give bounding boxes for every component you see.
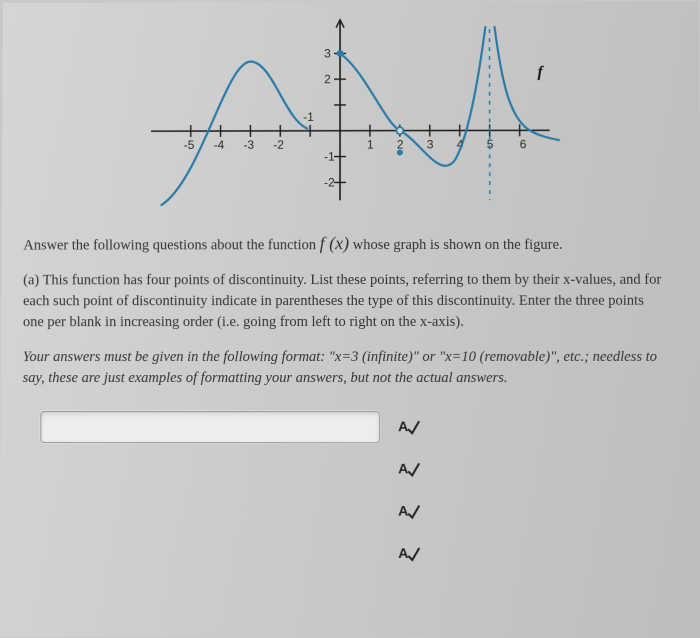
- check-icon[interactable]: A: [398, 460, 420, 478]
- answer-row-1: A: [40, 411, 663, 443]
- format-hint: Your answers must be given in the follow…: [23, 347, 664, 389]
- intro-text-a: Answer the following questions about the…: [23, 237, 319, 253]
- check-icon[interactable]: A: [398, 545, 420, 563]
- question-text: Answer the following questions about the…: [0, 230, 700, 571]
- svg-text:3: 3: [324, 46, 331, 60]
- answer-row-3: A: [40, 495, 664, 528]
- svg-text:A: A: [398, 503, 408, 519]
- svg-text:-2: -2: [324, 175, 335, 189]
- svg-text:f: f: [537, 64, 544, 81]
- svg-text:1: 1: [367, 138, 374, 152]
- svg-text:A: A: [398, 545, 408, 561]
- function-notation: f (x): [320, 233, 349, 253]
- svg-text:-1: -1: [324, 150, 335, 164]
- svg-text:6: 6: [520, 137, 527, 151]
- page-surface: -5 -4 -3 -2 -1 1 2 3 4 5 6 3 2 -1 -2: [0, 1, 700, 638]
- svg-text:3: 3: [427, 137, 434, 151]
- answer-inputs: A A A: [22, 411, 665, 570]
- svg-text:A: A: [398, 418, 408, 434]
- svg-text:2: 2: [397, 138, 404, 152]
- svg-text:-5: -5: [184, 138, 195, 152]
- svg-text:2: 2: [324, 72, 331, 86]
- answer-row-2: A: [40, 453, 664, 486]
- svg-text:A: A: [398, 460, 408, 476]
- check-icon[interactable]: A: [398, 503, 420, 521]
- svg-text:-4: -4: [214, 138, 225, 152]
- intro-text-b: whose graph is shown on the figure.: [353, 237, 563, 253]
- graph-svg: -5 -4 -3 -2 -1 1 2 3 4 5 6 3 2 -1 -2: [131, 11, 570, 210]
- answer-input-1[interactable]: [40, 411, 380, 443]
- part-a-text: (a) This function has four points of dis…: [23, 270, 663, 333]
- svg-text:-1: -1: [303, 110, 314, 124]
- answer-row-4: A: [40, 537, 665, 570]
- function-graph: -5 -4 -3 -2 -1 1 2 3 4 5 6 3 2 -1 -2: [131, 11, 570, 210]
- svg-text:-2: -2: [273, 138, 284, 152]
- svg-text:-3: -3: [243, 138, 254, 152]
- check-icon[interactable]: A: [398, 418, 420, 436]
- intro-paragraph: Answer the following questions about the…: [23, 230, 662, 257]
